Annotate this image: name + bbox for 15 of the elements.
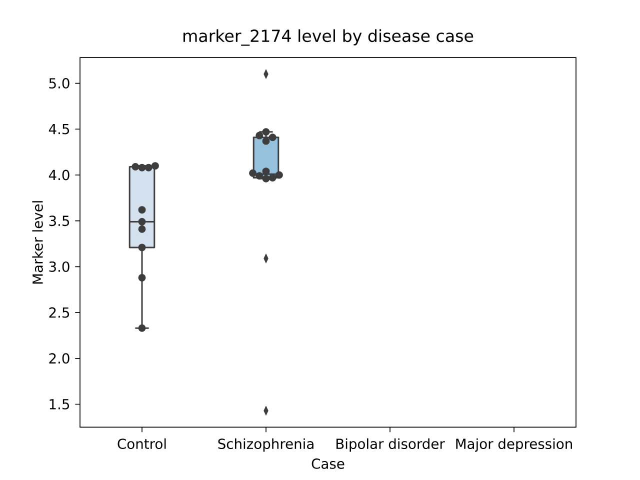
x-tick-label: Bipolar disorder (336, 438, 445, 452)
y-tick-label: 2.5 (49, 307, 70, 318)
y-tick-label: 5.0 (49, 78, 70, 89)
y-tick-label: 4.0 (48, 170, 70, 180)
y-tick-label: 2.0 (49, 353, 70, 364)
chart-title: marker_2174 level by disease case (183, 29, 474, 46)
x-tick-label: Control (118, 438, 166, 450)
y-tick-label: 4.5 (48, 124, 70, 134)
y-tick-label: 3.0 (49, 261, 70, 272)
y-axis-title: Marker level (32, 201, 43, 284)
x-tick-label: Schizophrenia (218, 438, 314, 452)
y-tick-label: 1.5 (50, 399, 70, 410)
x-tick-label: Major depression (456, 438, 572, 452)
x-axis-title: Case (312, 458, 344, 469)
y-tick-label: 3.5 (49, 216, 70, 226)
